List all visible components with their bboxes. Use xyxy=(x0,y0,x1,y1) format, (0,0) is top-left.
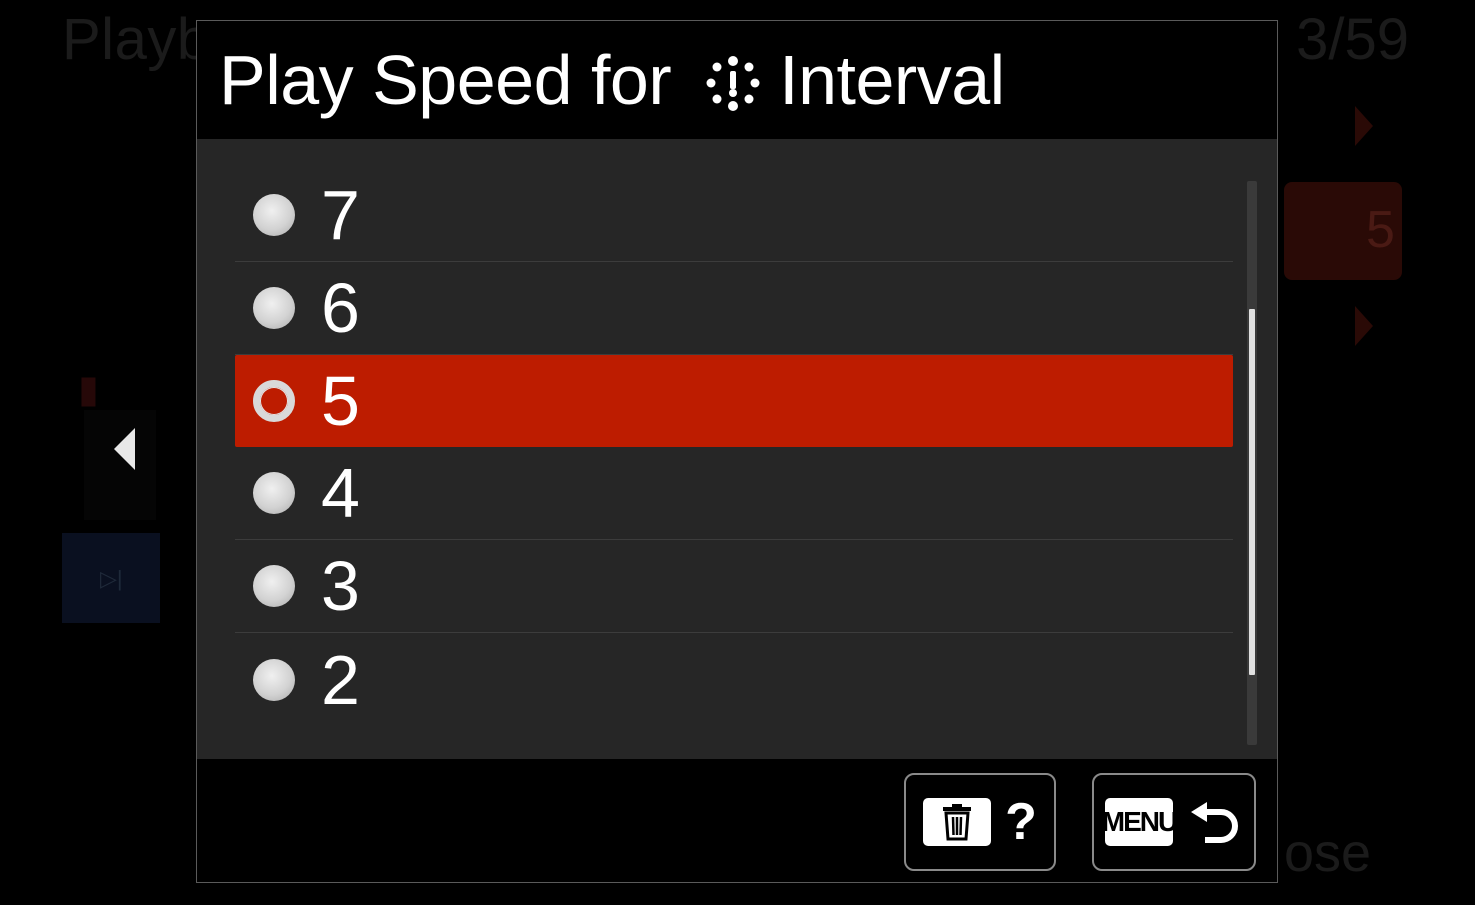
background-marker: ▮ xyxy=(78,369,99,411)
radio-button-selected[interactable] xyxy=(253,380,295,422)
background-close-text: ose xyxy=(1284,823,1372,883)
menu-label: MENU xyxy=(1102,798,1178,846)
background-highlight-value: 5 xyxy=(1366,201,1395,259)
speed-option-2[interactable]: 2 xyxy=(235,633,1233,726)
radio-button[interactable] xyxy=(253,565,295,607)
background-right-arrow-icon xyxy=(1355,306,1373,346)
background-highlight xyxy=(1284,182,1402,280)
option-list-panel: 7 6 5 4 3 2 xyxy=(197,139,1277,759)
speed-option-5[interactable]: 5 xyxy=(235,355,1233,447)
option-label: 6 xyxy=(321,269,360,347)
option-label: 5 xyxy=(321,362,360,440)
dialog-header: Play Speed for Interval xyxy=(197,21,1277,139)
trash-icon xyxy=(923,798,992,846)
radio-button[interactable] xyxy=(253,658,295,701)
return-arrow-icon xyxy=(1185,792,1243,853)
background-playback-icon: ▷| xyxy=(100,566,123,591)
dialog-title-prefix: Play Speed for xyxy=(219,41,672,119)
speed-option-list: 7 6 5 4 3 2 xyxy=(235,169,1233,726)
radio-button[interactable] xyxy=(253,194,295,236)
background-playback-tab xyxy=(62,533,160,623)
radio-button[interactable] xyxy=(253,287,295,329)
play-speed-dialog: Play Speed for Interval xyxy=(196,20,1278,883)
option-label: 3 xyxy=(321,547,360,625)
speed-option-6[interactable]: 6 xyxy=(235,262,1233,355)
speed-option-3[interactable]: 3 xyxy=(235,540,1233,633)
interval-shooting-icon xyxy=(705,51,761,113)
radio-button[interactable] xyxy=(253,472,295,514)
speed-option-7[interactable]: 7 xyxy=(235,169,1233,262)
option-label: 2 xyxy=(321,640,360,719)
speed-option-4[interactable]: 4 xyxy=(235,447,1233,540)
help-label: ? xyxy=(1005,793,1037,851)
background-page-number: 3/59 xyxy=(1296,7,1409,72)
left-arrow-icon xyxy=(114,428,135,470)
scrollbar-thumb[interactable] xyxy=(1249,309,1255,675)
option-label: 7 xyxy=(321,176,360,254)
option-label: 4 xyxy=(321,454,360,532)
dialog-title-suffix: Interval xyxy=(779,41,1005,119)
menu-back-button[interactable]: MENU xyxy=(1092,773,1256,871)
delete-help-button[interactable]: ? xyxy=(904,773,1056,871)
background-right-arrow-icon xyxy=(1355,106,1373,146)
